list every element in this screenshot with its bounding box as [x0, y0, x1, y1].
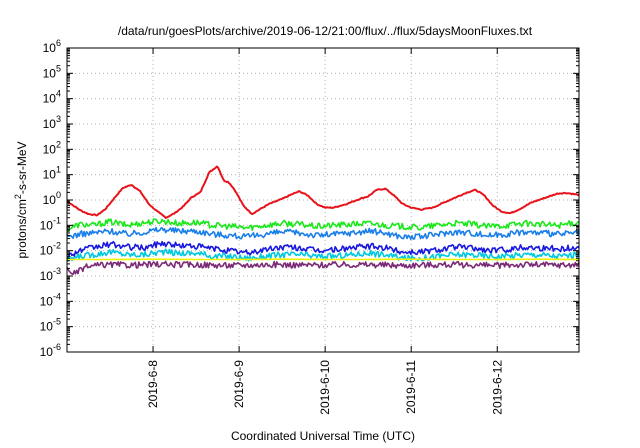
- y-tick-base: 10: [40, 244, 54, 258]
- y-tick-base: 10: [43, 66, 57, 80]
- y-tick-label: 100: [43, 190, 61, 207]
- y-tick-exponent: 6: [56, 38, 61, 48]
- y-tick-base: 10: [40, 269, 54, 283]
- y-tick-label: 10-5: [40, 317, 61, 334]
- y-tick-label: 105: [43, 63, 61, 80]
- series-line: [66, 218, 580, 233]
- y-tick-label: 102: [43, 139, 61, 156]
- y-axis-label-main: protons/cm: [15, 199, 29, 258]
- grid: [67, 48, 579, 352]
- y-tick-label: 10-1: [40, 215, 61, 232]
- y-tick-exponent: 0: [56, 190, 61, 200]
- y-tick-exponent: -6: [53, 342, 61, 352]
- series-group: [66, 165, 580, 276]
- y-tick-base: 10: [43, 193, 57, 207]
- y-tick-exponent: -5: [53, 317, 61, 327]
- x-tick-label: 2019-6-11: [404, 360, 418, 414]
- y-tick-exponent: -2: [53, 241, 61, 251]
- x-tick-label: 2019-6-12: [490, 360, 504, 415]
- y-axis-ticks: 10-610-510-410-310-210-11001011021031041…: [40, 38, 579, 359]
- y-tick-base: 10: [40, 320, 54, 334]
- y-tick-label: 106: [43, 38, 61, 55]
- y-tick-label: 103: [43, 114, 61, 131]
- x-axis-ticks: 2019-6-8 2019-6-9 2019-6-10 2019-6-11 2019-6…: [146, 48, 504, 415]
- series-line: [66, 165, 580, 219]
- y-tick-base: 10: [43, 41, 57, 55]
- y-axis-label-sup: 2: [13, 194, 23, 199]
- y-tick-base: 10: [43, 142, 57, 156]
- y-tick-base: 10: [43, 92, 57, 106]
- y-tick-base: 10: [40, 345, 54, 359]
- x-tick-label: 2019-6-9: [232, 360, 246, 408]
- x-axis-label: Coordinated Universal Time (UTC): [231, 429, 415, 443]
- y-tick-exponent: 5: [56, 63, 61, 73]
- y-tick-label: 10-3: [40, 266, 61, 283]
- y-tick-label: 10-6: [40, 342, 61, 359]
- y-axis-label-rest: -s-sr-MeV: [15, 141, 29, 194]
- chart-title: /data/run/goesPlots/archive/2019-06-12/2…: [118, 24, 533, 38]
- y-tick-label: 10-2: [40, 241, 61, 258]
- series-line: [66, 226, 580, 241]
- series-line: [66, 260, 580, 276]
- y-tick-base: 10: [40, 218, 54, 232]
- y-tick-label: 104: [43, 89, 61, 106]
- y-tick-label: 101: [43, 165, 61, 182]
- y-tick-exponent: 3: [56, 114, 61, 124]
- y-tick-base: 10: [43, 117, 57, 131]
- x-tick-label: 2019-6-10: [318, 360, 332, 415]
- y-tick-exponent: 1: [56, 165, 61, 175]
- series-line: [67, 240, 580, 260]
- y-axis-label: protons/cm2-s-sr-MeV: [13, 141, 29, 258]
- y-tick-exponent: 2: [56, 139, 61, 149]
- y-tick-base: 10: [43, 168, 57, 182]
- y-tick-exponent: 4: [56, 89, 61, 99]
- y-tick-base: 10: [40, 294, 54, 308]
- y-tick-label: 10-4: [40, 291, 61, 308]
- y-tick-exponent: -1: [53, 215, 61, 225]
- y-tick-exponent: -3: [53, 266, 61, 276]
- x-tick-label: 2019-6-8: [146, 360, 160, 408]
- y-tick-exponent: -4: [53, 291, 61, 301]
